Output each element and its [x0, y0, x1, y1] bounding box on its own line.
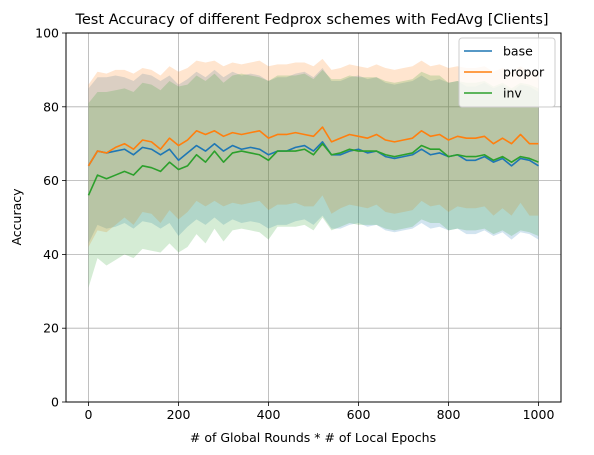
x-tick-label: 800: [437, 407, 461, 422]
x-tick-label: 200: [167, 407, 191, 422]
y-tick-label: 80: [43, 99, 59, 114]
propor-band: [88, 58, 539, 248]
y-tick-label: 100: [35, 26, 59, 41]
legend-box: [458, 37, 556, 108]
base-band: [88, 68, 539, 244]
chart-title: Test Accuracy of different Fedprox schem…: [74, 12, 548, 28]
inv-band: [88, 69, 539, 288]
legend-label-base: base: [503, 44, 533, 59]
y-tick-label: 60: [43, 173, 59, 188]
y-axis-ticks: 0 20 40 60 80 100: [35, 26, 66, 410]
x-tick-label: 400: [257, 407, 281, 422]
series-lines: [87, 126, 539, 196]
plot-frame: [65, 32, 562, 403]
y-tick-label: 0: [51, 395, 59, 410]
legend-label-propor: propor: [503, 65, 545, 80]
x-axis-label: # of Global Rounds * # of Local Epochs: [190, 430, 436, 445]
x-tick-label: 600: [347, 407, 371, 422]
y-tick-label: 40: [43, 247, 59, 262]
x-tick-label: 0: [85, 407, 93, 422]
x-tick-label: 1000: [523, 407, 555, 422]
legend-label-inv: inv: [503, 86, 522, 101]
confidence-bands: [88, 58, 539, 288]
y-tick-label: 20: [43, 321, 59, 336]
y-axis-label: Accuracy: [9, 188, 24, 246]
legend: base propor inv: [458, 37, 556, 108]
base-line: [87, 141, 539, 167]
x-axis-ticks: 0 200 400 600 800 1000: [85, 402, 555, 422]
inv-line: [87, 142, 539, 196]
propor-line: [87, 126, 539, 167]
